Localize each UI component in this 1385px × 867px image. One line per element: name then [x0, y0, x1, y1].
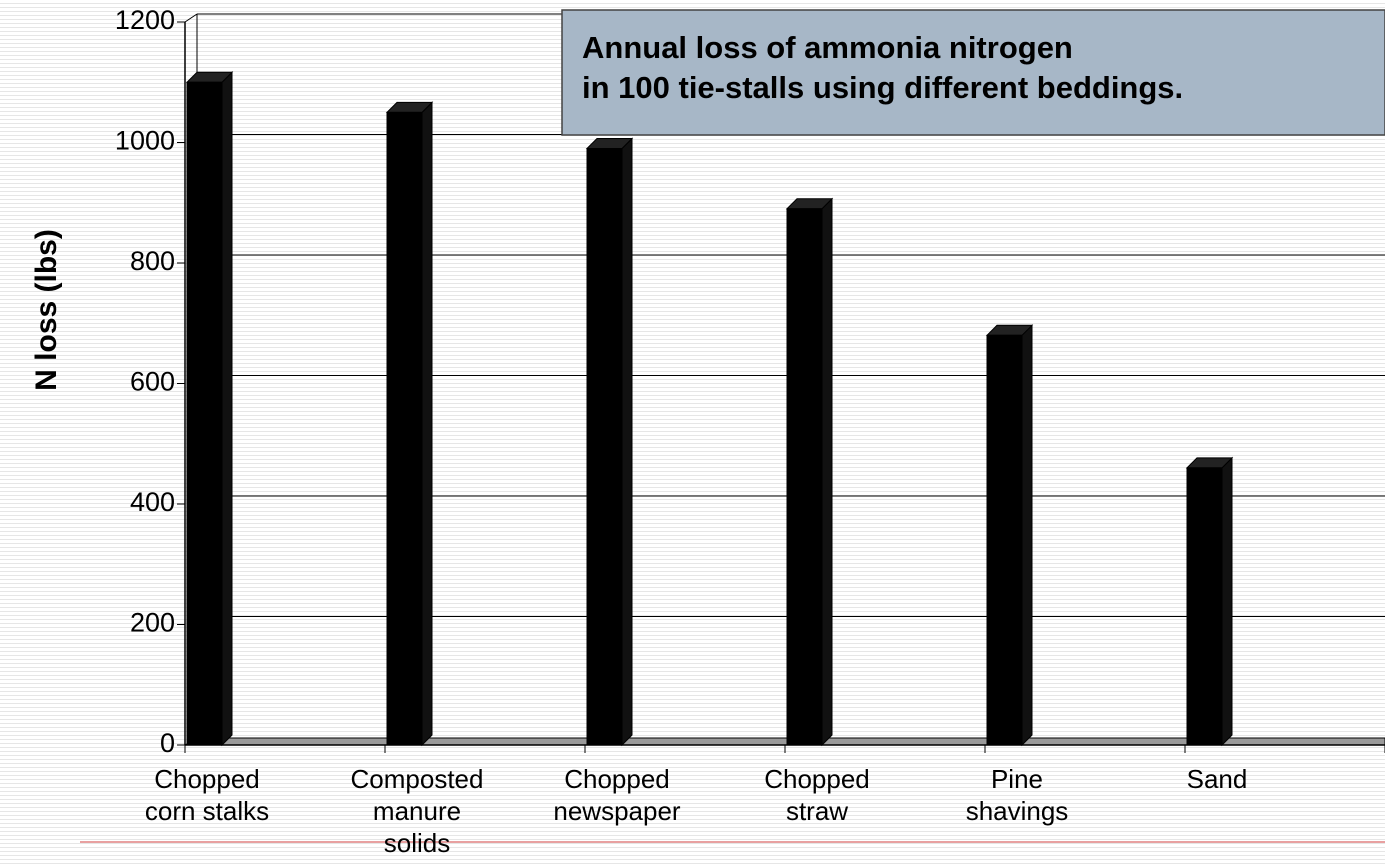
y-tick-label: 400: [130, 487, 175, 517]
bar: [786, 208, 823, 746]
bar-side: [1021, 324, 1033, 747]
y-axis-label: N loss (lbs): [30, 229, 63, 391]
x-tick-label: Sand: [1187, 764, 1248, 794]
bar-side: [421, 101, 433, 747]
x-tick-label: Chopped newspaper: [553, 764, 681, 826]
bar: [986, 334, 1023, 746]
y-tick-label: 1200: [115, 5, 175, 35]
bar-side: [621, 137, 633, 747]
x-tick-label: Chopped corn stalks: [145, 764, 269, 826]
ticks: 0 200 400 600 800 1000 1200 Chopped corn stalks C…: [115, 5, 1385, 858]
chart-title: Annual loss of ammonia nitrogen in 100 ti…: [582, 30, 1183, 105]
y-tick-label: 600: [130, 367, 175, 397]
y-tick-label: 800: [130, 246, 175, 276]
corner-edge: [184, 13, 198, 23]
y-tick-label: 1000: [115, 126, 175, 156]
y-tick-label: 0: [160, 728, 175, 758]
bar: [1186, 467, 1223, 746]
title-box: [561, 9, 1385, 136]
bar: [586, 148, 623, 746]
bar-side: [1221, 456, 1233, 747]
bars: [185, 71, 1234, 747]
bar-side: [221, 71, 233, 747]
x-tick-label: Composted manure solids: [351, 764, 484, 858]
bar-side: [821, 197, 833, 747]
x-tick-label: Chopped straw: [764, 764, 870, 826]
y-tick-label: 200: [130, 608, 175, 638]
bar: [386, 111, 423, 746]
bar: [186, 81, 223, 746]
x-tick-label: Pine shavings: [966, 764, 1069, 826]
